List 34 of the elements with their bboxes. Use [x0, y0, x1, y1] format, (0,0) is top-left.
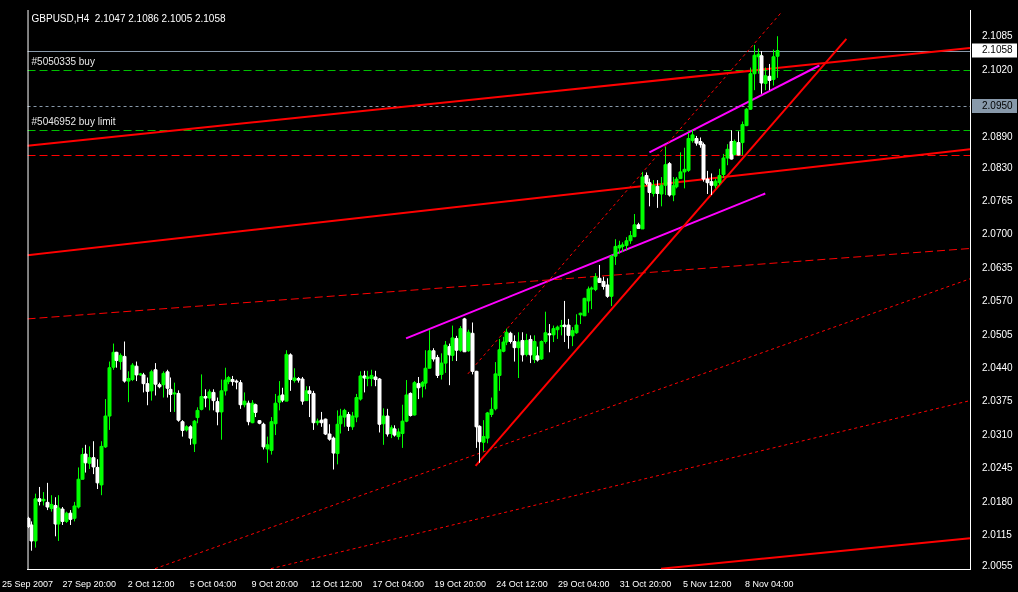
x-tick-label: 31 Oct 20:00: [619, 579, 672, 590]
y-tick-label: 2.0440: [982, 361, 1014, 373]
y-tick-label: 2.0180: [982, 495, 1014, 507]
y-tick-label: 2.0115: [982, 529, 1013, 541]
y-tick-label: 2.0700: [982, 228, 1014, 240]
x-tick-label: 25 Sep 2007: [2, 579, 54, 590]
x-tick-label: 24 Oct 12:00: [496, 579, 548, 590]
x-tick-label: 5 Oct 04:00: [189, 579, 237, 590]
x-tick-label: 29 Oct 04:00: [557, 579, 610, 590]
x-tick-label: 12 Oct 12:00: [310, 579, 363, 590]
y-tick-label: 2.0245: [982, 462, 1014, 474]
x-tick-label: 9 Oct 20:00: [251, 579, 298, 590]
y-tick-label: 2.0375: [982, 395, 1014, 407]
chart-title: GBPUSD,H4 2.1047 2.1086 2.1005 2.1058: [31, 12, 226, 24]
x-tick-label: 2 Oct 12:00: [127, 579, 175, 590]
x-tick-label: 8 Nov 04:00: [744, 579, 794, 590]
y-tick-label: 2.0570: [982, 295, 1014, 307]
x-tick-label: 19 Oct 20:00: [434, 579, 486, 590]
x-tick-label: 5 Nov 12:00: [683, 579, 732, 590]
y-tick-label: 2.0765: [982, 194, 1014, 206]
y-tick-label: 2.0505: [982, 328, 1014, 340]
y-tick-label: 2.0830: [982, 161, 1014, 173]
y-tick-label: 2.1058: [982, 44, 1014, 56]
y-tick-label: 2.1085: [982, 30, 1014, 42]
y-tick-label: 2.0890: [982, 130, 1014, 142]
y-tick-label: 2.0310: [982, 428, 1014, 440]
ref-line-label: #5046952 buy limit: [31, 116, 116, 128]
y-tick-label: 2.0950: [982, 99, 1014, 111]
y-tick-label: 2.1020: [982, 63, 1014, 75]
x-tick-label: 27 Sep 20:00: [62, 579, 117, 590]
ref-line-label: #5050335 buy: [31, 56, 95, 68]
y-tick-label: 2.0055: [982, 559, 1014, 571]
x-tick-label: 17 Oct 04:00: [372, 579, 425, 590]
y-tick-label: 2.0635: [982, 261, 1014, 273]
